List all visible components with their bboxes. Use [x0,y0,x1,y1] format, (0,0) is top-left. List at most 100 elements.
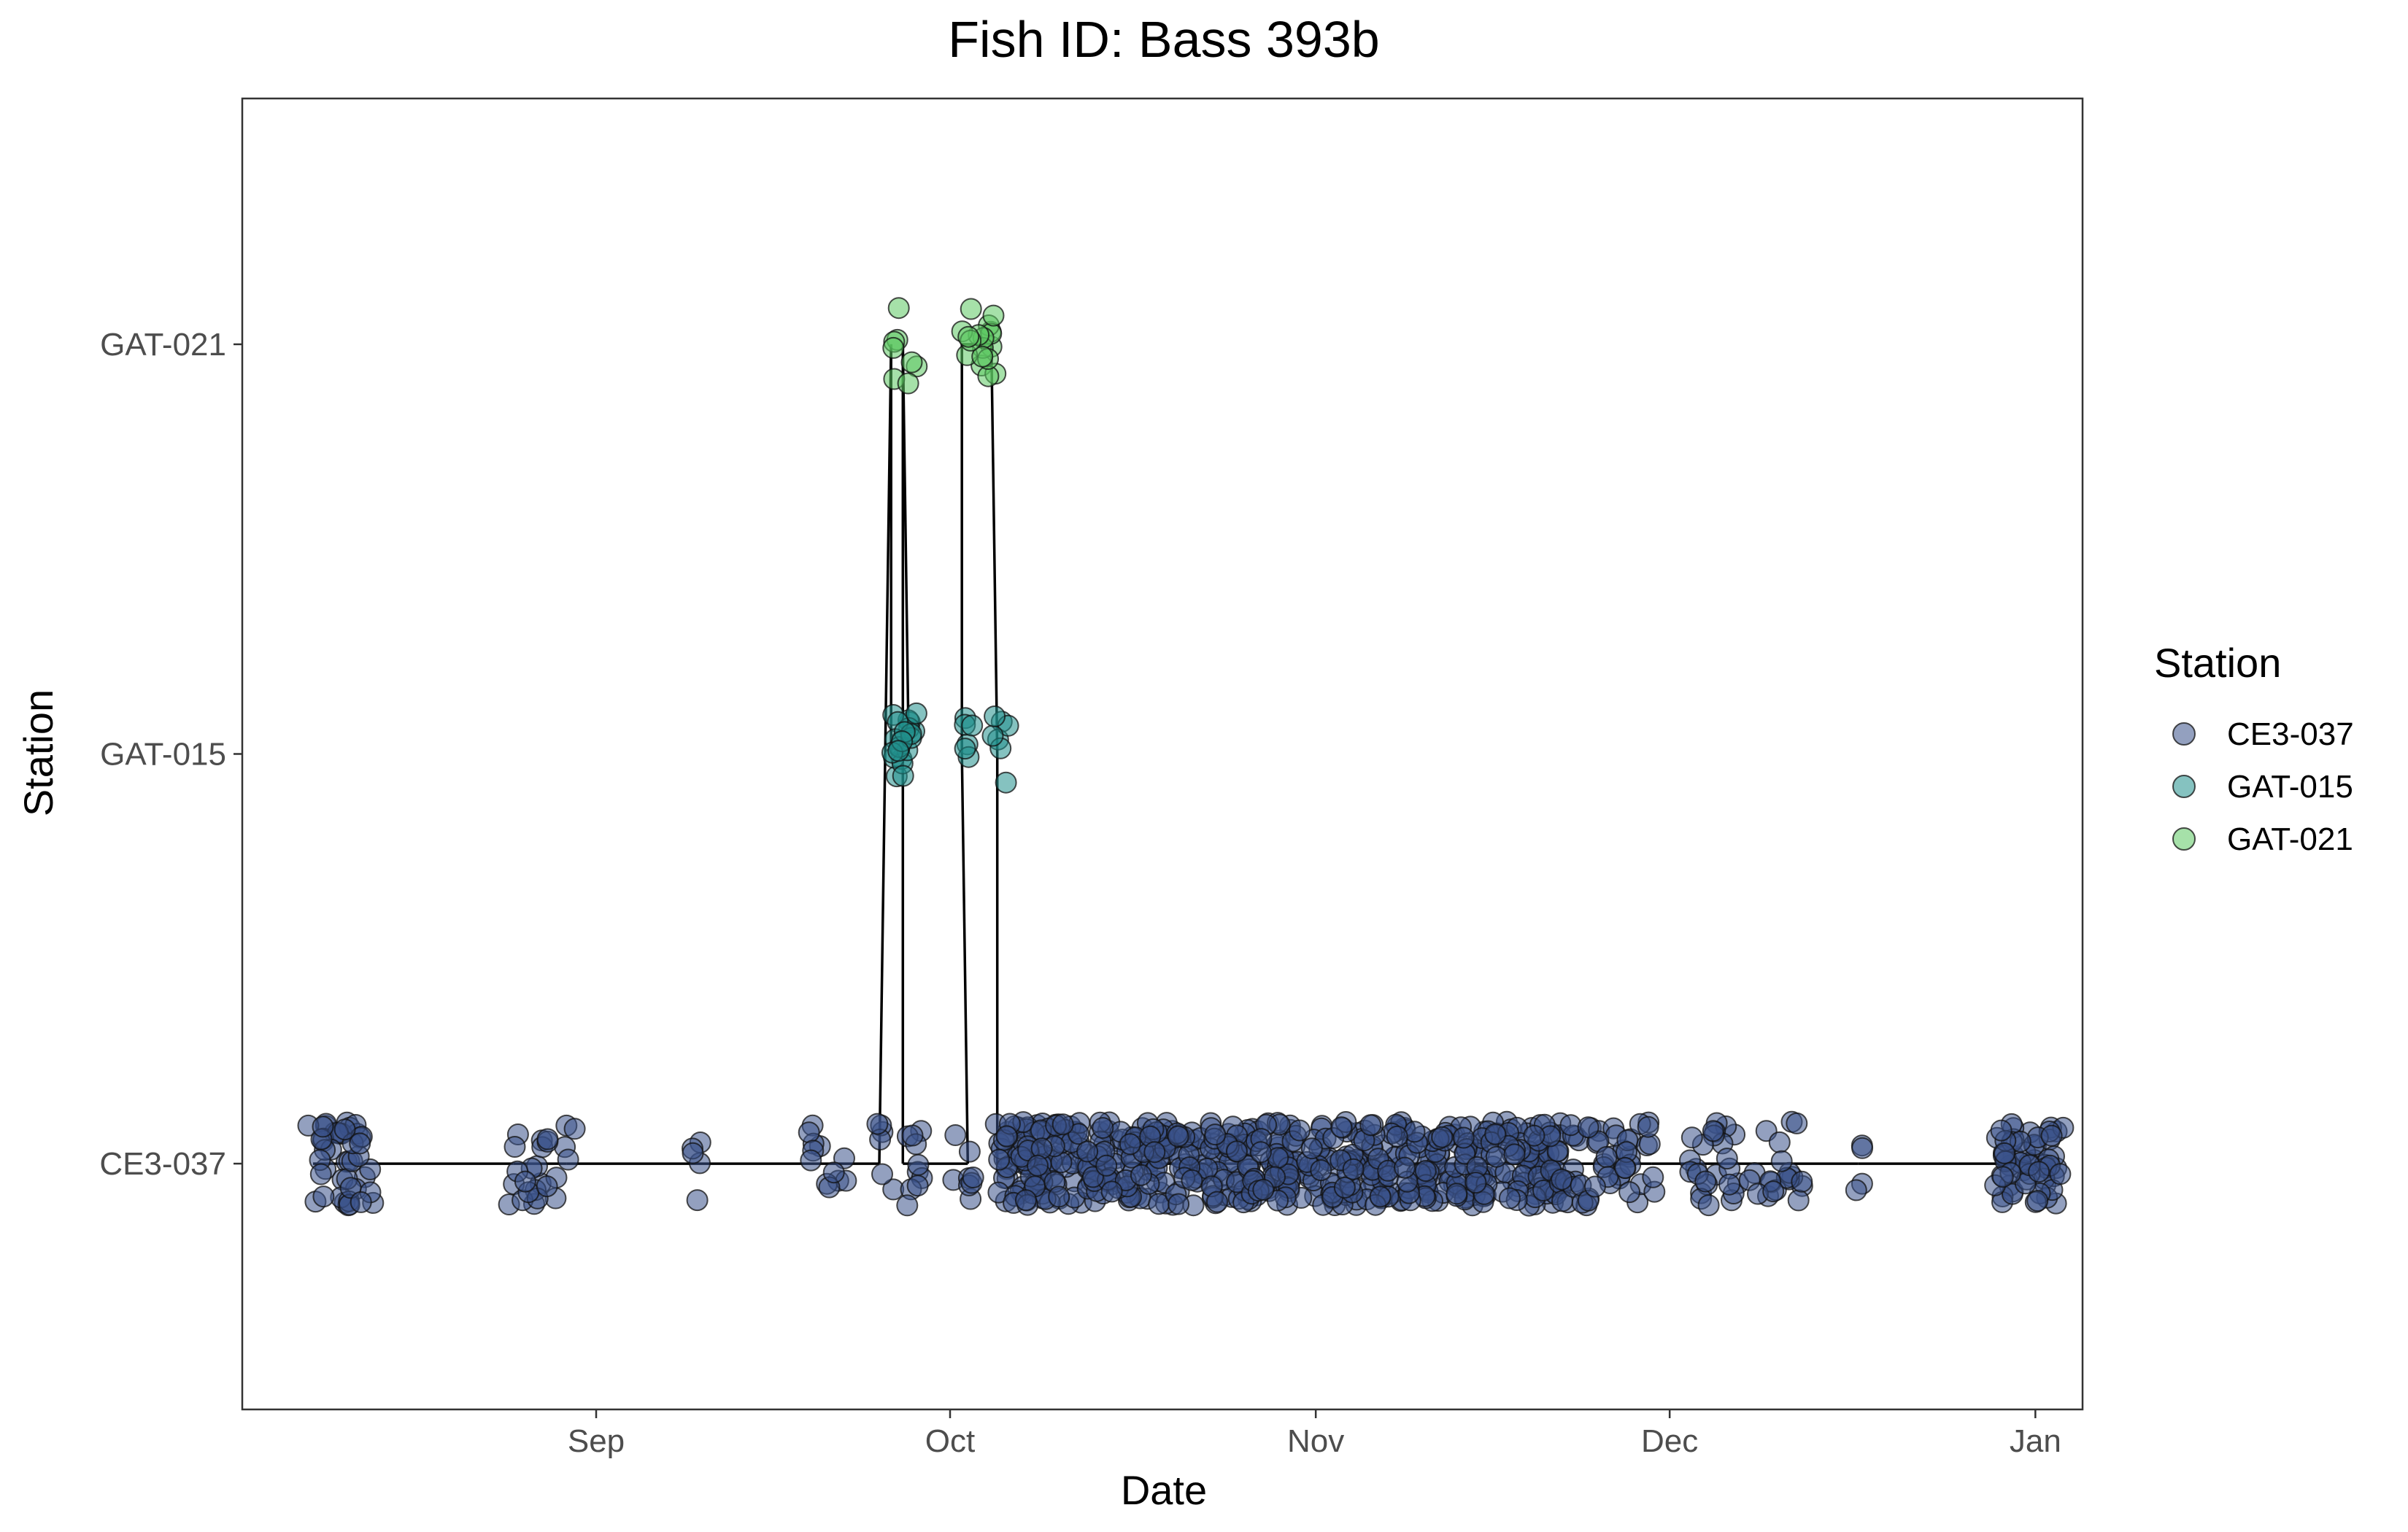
y-axis-title: Station [15,689,61,816]
x-tick-label: Sep [568,1423,625,1459]
detection-point [1394,1156,1416,1179]
detection-point [958,1140,981,1163]
detection-point [1465,1172,1487,1194]
detection-point [1694,1170,1717,1193]
detection-point [1289,1119,1311,1142]
detection-point [1068,1123,1090,1145]
x-axis-title: Date [1121,1467,1207,1513]
detection-point [887,740,910,762]
detection-point [1015,1189,1037,1212]
detection-point [1697,1194,1720,1217]
detection-point [1577,1116,1599,1139]
detection-point [1027,1154,1049,1177]
detection-point [1431,1126,1454,1148]
detection-point [1204,1123,1227,1146]
detection-point [1100,1180,1123,1203]
detection-point [900,351,923,374]
detection-point [1994,1142,2016,1164]
detection-point [901,1124,924,1147]
detection-point [1095,1154,1118,1177]
detection-point [800,1149,822,1172]
detection-point [1119,1133,1141,1156]
detection-point [984,705,1006,727]
detection-point [1484,1123,1507,1145]
detection-point [1143,1141,1166,1164]
detection-point [882,336,905,359]
detection-point [1768,1131,1791,1153]
detection-point [1583,1175,1606,1198]
detection-point [1551,1168,1573,1191]
detection-point [906,1175,929,1197]
detection-point [866,1113,889,1135]
detections [297,297,2075,1217]
detection-point [1252,1178,1275,1201]
detection-point [798,1121,820,1144]
detection-point [905,702,927,724]
detection-point [682,1142,704,1164]
detection-point [822,1161,845,1184]
legend-label: GAT-021 [2227,821,2353,857]
detection-point [944,1124,967,1146]
detection-point [1990,1119,2013,1142]
detection-point [897,372,919,395]
detection-point [982,304,1005,327]
detection-point [349,1132,371,1155]
detection-point [981,724,1004,747]
detection-point [1680,1126,1703,1149]
detection-point [907,1153,930,1176]
legend-label: CE3-037 [2227,716,2354,752]
detection-point [1613,1156,1636,1179]
x-tick-label: Nov [1287,1423,1344,1459]
detection-point [1092,1117,1114,1140]
detection-point [536,1128,559,1150]
detection-point [1333,1176,1356,1199]
legend-label: GAT-015 [2227,769,2353,805]
legend-key [2172,722,2196,746]
detection-point [2026,1190,2049,1212]
detection-point [1485,1145,1508,1168]
detection-point [995,771,1017,794]
detection-point [312,1185,335,1208]
detection-point [1503,1143,1526,1166]
detection-point [1618,1181,1641,1204]
detection-point [887,297,910,320]
y-tick-label: GAT-021 [100,327,226,363]
legend-key [2172,775,2196,798]
detection-point [1167,1125,1189,1148]
detection-point [1048,1185,1070,1208]
detection-point [960,298,982,320]
detection-point [1446,1183,1468,1205]
detection-point [563,1118,586,1140]
detection-point [1181,1169,1203,1191]
detection-point [1342,1158,1365,1180]
detection-point [686,1189,709,1212]
legend-key [2172,827,2196,851]
detection-point [1718,1173,1740,1196]
path-segment [989,344,999,754]
detection-point [1523,1124,1545,1147]
detection-point [1762,1180,1785,1203]
x-tick-label: Oct [925,1423,975,1459]
detection-point [1300,1137,1323,1160]
detection-point [957,325,980,348]
detection-point [1770,1150,1793,1172]
detection-point [503,1136,526,1158]
detection-point [871,1163,893,1185]
detection-point [557,1148,579,1171]
detection-point [1168,1193,1190,1215]
detection-point [1791,1170,1813,1193]
legend-title: Station [2154,640,2281,686]
x-axis-ticks: Sep Oct Nov Dec Jan [568,1409,2061,1459]
detection-point [961,714,984,737]
detection-point [1359,1114,1382,1137]
detection-point [1845,1179,1867,1202]
detection-point [1330,1116,1353,1139]
detection-point [1851,1137,1874,1159]
detection-point [1716,1148,1738,1170]
detection-point [1249,1141,1272,1164]
detection-point [995,1125,1018,1148]
detection-point [988,1148,1011,1171]
detection-point [1051,1113,1074,1136]
detection-point [1642,1166,1664,1188]
